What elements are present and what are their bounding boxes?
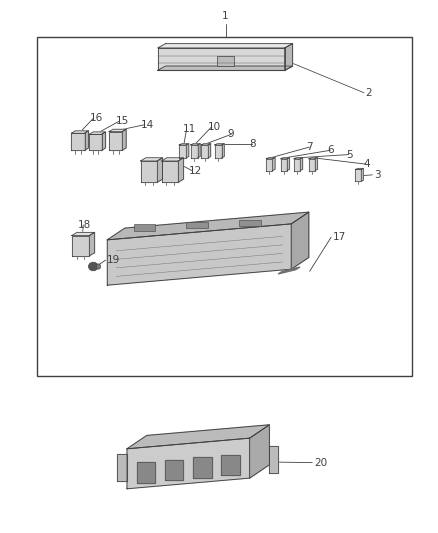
Text: 8: 8: [249, 139, 255, 149]
Polygon shape: [309, 158, 318, 159]
Text: 16: 16: [90, 114, 103, 123]
Polygon shape: [162, 158, 184, 161]
Polygon shape: [109, 132, 122, 150]
Polygon shape: [208, 144, 211, 158]
Polygon shape: [266, 158, 275, 159]
Text: 6: 6: [328, 146, 334, 155]
Polygon shape: [71, 131, 88, 133]
Polygon shape: [215, 144, 224, 145]
Polygon shape: [356, 168, 363, 169]
Polygon shape: [141, 161, 157, 182]
Polygon shape: [294, 159, 300, 171]
Text: 12: 12: [188, 166, 201, 175]
Text: 11: 11: [183, 124, 196, 134]
Polygon shape: [141, 158, 162, 161]
Polygon shape: [356, 169, 361, 181]
Polygon shape: [162, 161, 178, 182]
Polygon shape: [117, 454, 127, 481]
Polygon shape: [72, 236, 89, 256]
Polygon shape: [287, 158, 290, 171]
Polygon shape: [201, 144, 211, 145]
Polygon shape: [309, 159, 315, 171]
Ellipse shape: [96, 264, 101, 269]
Polygon shape: [157, 158, 162, 182]
Polygon shape: [278, 267, 300, 274]
Polygon shape: [158, 48, 285, 70]
Polygon shape: [201, 145, 208, 158]
Text: 7: 7: [307, 142, 313, 152]
Text: 10: 10: [208, 122, 221, 132]
Polygon shape: [361, 168, 363, 181]
Bar: [37, 37, 412, 376]
Polygon shape: [109, 130, 126, 132]
Polygon shape: [165, 460, 184, 480]
Text: 17: 17: [333, 232, 346, 242]
Polygon shape: [89, 132, 106, 134]
Text: 9: 9: [228, 130, 234, 139]
Polygon shape: [122, 130, 126, 150]
Polygon shape: [89, 232, 95, 256]
Polygon shape: [178, 158, 184, 182]
Polygon shape: [198, 144, 200, 158]
Polygon shape: [158, 66, 293, 70]
Polygon shape: [272, 158, 275, 171]
Polygon shape: [127, 425, 269, 449]
Polygon shape: [193, 457, 212, 478]
Polygon shape: [85, 131, 88, 150]
Polygon shape: [315, 158, 318, 171]
Text: 3: 3: [374, 170, 381, 180]
Polygon shape: [215, 145, 222, 158]
Polygon shape: [191, 145, 198, 158]
Text: 5: 5: [346, 150, 353, 159]
Bar: [239, 220, 261, 226]
Text: 19: 19: [107, 255, 120, 265]
Polygon shape: [269, 446, 278, 473]
Polygon shape: [71, 133, 85, 150]
Polygon shape: [281, 159, 287, 171]
Polygon shape: [102, 132, 106, 150]
Text: 18: 18: [78, 220, 91, 230]
Text: 14: 14: [141, 120, 154, 130]
Ellipse shape: [88, 262, 98, 271]
Polygon shape: [300, 158, 303, 171]
Text: 15: 15: [116, 116, 129, 126]
Polygon shape: [107, 224, 291, 285]
Text: 13: 13: [161, 166, 174, 175]
Polygon shape: [222, 455, 240, 475]
Polygon shape: [137, 462, 155, 482]
Text: 2: 2: [366, 88, 372, 98]
Polygon shape: [179, 144, 189, 145]
Text: 20: 20: [314, 458, 328, 467]
Polygon shape: [222, 144, 224, 158]
Polygon shape: [127, 438, 250, 489]
Polygon shape: [107, 212, 309, 240]
Bar: [134, 224, 155, 231]
Polygon shape: [186, 144, 189, 158]
Polygon shape: [294, 158, 303, 159]
Text: 4: 4: [364, 159, 370, 169]
Polygon shape: [158, 44, 293, 48]
Text: 1: 1: [222, 11, 229, 21]
Bar: [217, 56, 234, 66]
Polygon shape: [266, 159, 272, 171]
Polygon shape: [72, 232, 95, 236]
Bar: [186, 222, 208, 229]
Polygon shape: [191, 144, 200, 145]
Polygon shape: [179, 145, 186, 158]
Polygon shape: [285, 44, 293, 70]
Polygon shape: [281, 158, 290, 159]
Polygon shape: [291, 212, 309, 269]
Polygon shape: [250, 425, 269, 478]
Polygon shape: [89, 134, 102, 150]
